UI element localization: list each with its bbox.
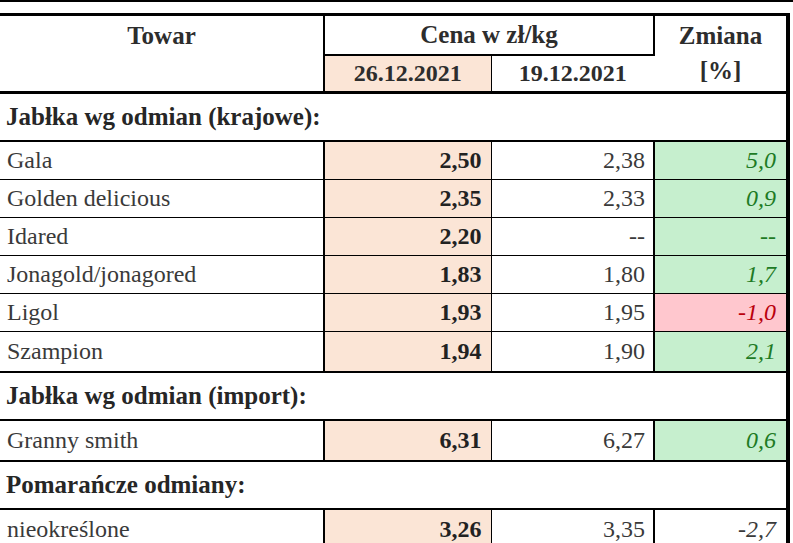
zmiana-label-line1: Zmiana [655, 18, 786, 53]
change-percent-cell: 5,0 [654, 141, 786, 180]
price-current-cell: 2,50 [324, 141, 491, 180]
product-name-cell: Granny smith [0, 420, 324, 461]
change-percent-cell: -2,7 [654, 509, 786, 543]
price-current-cell: 3,26 [324, 509, 491, 543]
price-previous-cell: 2,33 [491, 179, 654, 217]
change-percent-cell: 1,7 [654, 255, 786, 293]
zmiana-label-line2: [%] [655, 53, 786, 88]
price-current-cell: 2,35 [324, 179, 491, 217]
price-current-cell: 1,93 [324, 293, 491, 331]
change-percent-cell: -- [654, 217, 786, 255]
product-name-cell: Idared [0, 217, 324, 255]
product-name-cell: nieokreślone [0, 509, 324, 543]
cropped-row-divider [0, 0, 793, 2]
header-row-1: Towar Cena w zł/kg Zmiana [%] [0, 16, 786, 55]
section-row-oranges: Pomarańcze odmiany: [0, 461, 786, 509]
table-row-granny-smith: Granny smith 6,31 6,27 0,6 [0, 420, 786, 461]
column-header-date-current: 26.12.2021 [324, 55, 491, 92]
product-name-cell: Ligol [0, 293, 324, 331]
price-table-container: Towar Cena w zł/kg Zmiana [%] 26.12.2021… [0, 13, 790, 543]
product-name-cell: Golden delicious [0, 179, 324, 217]
change-percent-cell: 0,9 [654, 179, 786, 217]
table-row-szampion: Szampion 1,94 1,90 2,1 [0, 331, 786, 372]
table-row-jonagold: Jonagold/jonagored 1,83 1,80 1,7 [0, 255, 786, 293]
price-previous-cell: 1,80 [491, 255, 654, 293]
table-row-nieokreslone: nieokreślone 3,26 3,35 -2,7 [0, 509, 786, 543]
table-row-ligol: Ligol 1,93 1,95 -1,0 [0, 293, 786, 331]
change-percent-cell: -1,0 [654, 293, 786, 331]
fruit-price-table: Towar Cena w zł/kg Zmiana [%] 26.12.2021… [0, 16, 786, 543]
section-row-apples-domestic: Jabłka wg odmian (krajowe): [0, 92, 786, 141]
price-previous-cell: 2,38 [491, 141, 654, 180]
price-previous-cell: 1,95 [491, 293, 654, 331]
section-label: Pomarańcze odmiany: [0, 461, 786, 509]
price-current-cell: 1,83 [324, 255, 491, 293]
price-current-cell: 6,31 [324, 420, 491, 461]
price-current-cell: 2,20 [324, 217, 491, 255]
product-name-cell: Gala [0, 141, 324, 180]
table-row-gala: Gala 2,50 2,38 5,0 [0, 141, 786, 180]
column-header-cena: Cena w zł/kg [324, 16, 654, 55]
price-previous-cell: 1,90 [491, 331, 654, 372]
price-previous-cell: -- [491, 217, 654, 255]
table-row-golden-delicious: Golden delicious 2,35 2,33 0,9 [0, 179, 786, 217]
table-row-idared: Idared 2,20 -- -- [0, 217, 786, 255]
price-current-cell: 1,94 [324, 331, 491, 372]
product-name-cell: Jonagold/jonagored [0, 255, 324, 293]
column-header-zmiana: Zmiana [%] [654, 16, 786, 92]
column-header-date-previous: 19.12.2021 [491, 55, 654, 92]
column-header-towar: Towar [0, 16, 324, 92]
change-percent-cell: 0,6 [654, 420, 786, 461]
product-name-cell: Szampion [0, 331, 324, 372]
section-label: Jabłka wg odmian (krajowe): [0, 92, 786, 141]
price-previous-cell: 6,27 [491, 420, 654, 461]
section-row-apples-import: Jabłka wg odmian (import): [0, 372, 786, 420]
change-percent-cell: 2,1 [654, 331, 786, 372]
price-previous-cell: 3,35 [491, 509, 654, 543]
section-label: Jabłka wg odmian (import): [0, 372, 786, 420]
